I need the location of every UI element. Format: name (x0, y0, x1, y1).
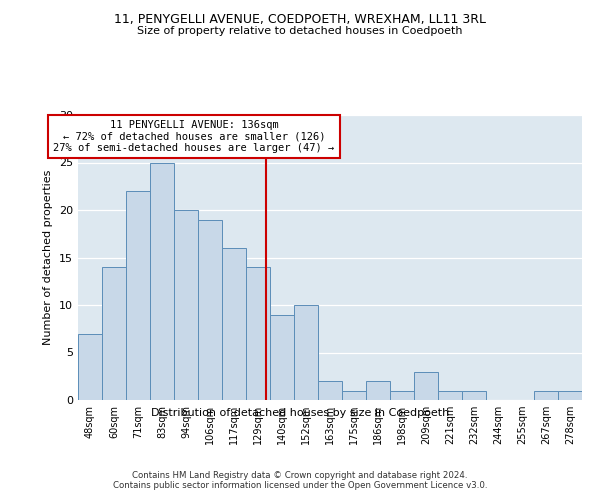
Bar (462, 390, 486, 400)
Text: Contains HM Land Registry data © Crown copyright and database right 2024.
Contai: Contains HM Land Registry data © Crown c… (113, 470, 487, 490)
Text: 11 PENYGELLI AVENUE: 136sqm
← 72% of detached houses are smaller (126)
27% of se: 11 PENYGELLI AVENUE: 136sqm ← 72% of det… (53, 120, 335, 153)
Bar (198, 220, 222, 400)
Bar (270, 314, 294, 400)
Bar (102, 267, 126, 400)
Bar (150, 162, 174, 400)
Bar (222, 248, 246, 400)
Text: Size of property relative to detached houses in Coedpoeth: Size of property relative to detached ho… (137, 26, 463, 36)
Y-axis label: Number of detached properties: Number of detached properties (43, 170, 53, 345)
Bar (174, 210, 198, 400)
Bar (78, 334, 102, 400)
Bar (534, 390, 558, 400)
Bar (558, 390, 582, 400)
Text: 11, PENYGELLI AVENUE, COEDPOETH, WREXHAM, LL11 3RL: 11, PENYGELLI AVENUE, COEDPOETH, WREXHAM… (114, 12, 486, 26)
Bar (294, 305, 318, 400)
Bar (390, 390, 414, 400)
Bar (318, 381, 342, 400)
Bar (342, 390, 366, 400)
Text: Distribution of detached houses by size in Coedpoeth: Distribution of detached houses by size … (151, 408, 449, 418)
Bar (366, 381, 390, 400)
Bar (438, 390, 462, 400)
Bar (126, 191, 150, 400)
Bar (246, 267, 270, 400)
Bar (414, 372, 438, 400)
